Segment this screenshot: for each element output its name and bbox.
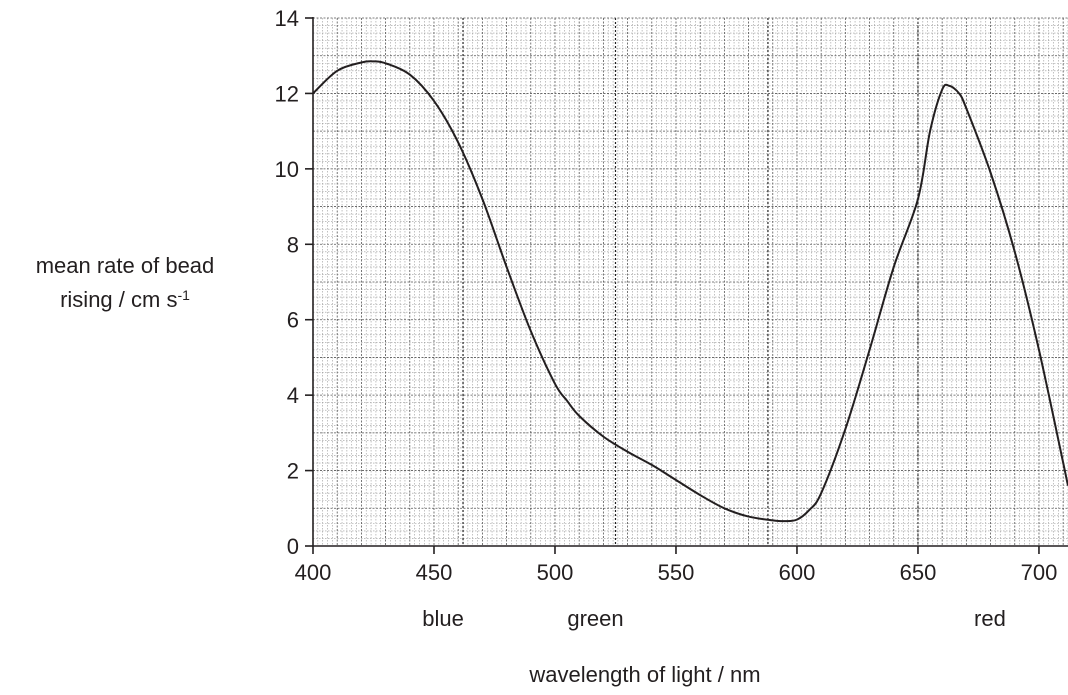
band-label-red: red xyxy=(974,606,1006,631)
y-tick-label: 6 xyxy=(287,308,299,333)
x-tick-label: 550 xyxy=(658,560,695,585)
axes xyxy=(305,17,1068,554)
x-tick-label: 700 xyxy=(1021,560,1058,585)
x-tick-label: 500 xyxy=(537,560,574,585)
x-tick-label: 400 xyxy=(295,560,332,585)
data-curve xyxy=(312,60,1068,523)
band-label-green: green xyxy=(567,606,623,631)
y-tick-label: 10 xyxy=(275,157,299,182)
y-axis-label-line2: rising / cm s-1 xyxy=(0,286,250,314)
band-labels: blue green red xyxy=(422,606,1006,631)
x-tick-label: 450 xyxy=(416,560,453,585)
y-tick-label: 2 xyxy=(287,459,299,484)
x-axis-label: wavelength of light / nm xyxy=(528,662,760,687)
y-tick-label: 12 xyxy=(275,81,299,106)
y-axis-label-text: rising / cm s xyxy=(60,287,178,312)
y-axis-label-line1: mean rate of bead xyxy=(35,253,215,278)
band-label-blue: blue xyxy=(422,606,464,631)
major-grid xyxy=(313,17,1068,546)
series-line-0 xyxy=(312,60,1068,523)
x-tick-label: 650 xyxy=(900,560,937,585)
tick-labels: 0 2 4 6 8 10 12 14 400 450 500 550 600 650 700 xyxy=(275,6,1058,585)
y-axis-label-unit-superscript: -1 xyxy=(177,287,190,303)
y-tick-label: 0 xyxy=(287,534,299,559)
y-tick-label: 8 xyxy=(287,232,299,257)
y-tick-label: 4 xyxy=(287,383,299,408)
y-tick-label: 14 xyxy=(275,6,299,31)
x-tick-label: 600 xyxy=(779,560,816,585)
